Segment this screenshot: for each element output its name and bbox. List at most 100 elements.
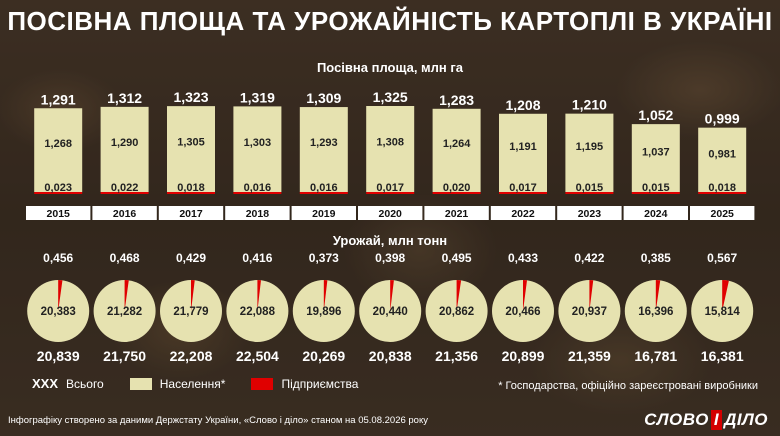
bar-enterprises-label-2019: 0,016: [310, 182, 338, 194]
bar-population-2024: [631, 124, 680, 192]
bar-enterprises-2025: [698, 192, 747, 194]
bar-population-label-2019: 1,293: [310, 137, 338, 149]
pie-enterprises-label-2023: 0,422: [574, 251, 604, 265]
pie-population-label-2019: 19,896: [306, 306, 341, 318]
pie-enterprises-2020: [390, 279, 394, 311]
pie-total-label-2023: 21,359: [568, 348, 611, 364]
bar-population-label-2017: 1,305: [177, 137, 205, 149]
bar-total-label-2020: 1,325: [373, 89, 408, 105]
bar-population-label-2023: 1,195: [576, 141, 604, 153]
bar-population-2025: [698, 127, 747, 192]
year-box-2015: [26, 206, 91, 220]
bar-enterprises-2018: [233, 192, 282, 194]
year-label-2019: 2019: [312, 208, 336, 220]
bar-enterprises-label-2025: 0,018: [708, 182, 736, 194]
pie-enterprises-label-2022: 0,433: [508, 251, 538, 265]
bar-population-2019: [299, 107, 348, 192]
logo-right: ДІЛО: [724, 410, 768, 429]
footnote: * Господарства, офіційно зареєстровані в…: [498, 380, 758, 392]
year-label-2021: 2021: [445, 208, 469, 220]
year-box-2020: [358, 206, 423, 220]
bar-enterprises-label-2023: 0,015: [576, 182, 604, 194]
year-label-2018: 2018: [246, 208, 270, 220]
bar-total-label-2018: 1,319: [240, 89, 275, 105]
year-label-2022: 2022: [511, 208, 535, 220]
year-label-2024: 2024: [644, 208, 668, 220]
bar-enterprises-label-2020: 0,017: [376, 182, 404, 194]
year-label-2020: 2020: [379, 208, 403, 220]
legend-enterprises-label: Підприємства: [281, 376, 359, 391]
year-box-2016: [92, 206, 157, 220]
bar-population-label-2021: 1,264: [443, 138, 471, 150]
pie-population-label-2020: 20,440: [373, 306, 408, 318]
bar-enterprises-label-2024: 0,015: [642, 182, 670, 194]
bar-total-label-2021: 1,283: [439, 92, 474, 108]
bar-enterprises-2020: [366, 192, 415, 194]
pie-population-2016: [93, 280, 156, 342]
bar-total-label-2016: 1,312: [107, 90, 142, 106]
pie-enterprises-2023: [589, 280, 594, 311]
year-label-2016: 2016: [113, 208, 137, 220]
bar-population-label-2020: 1,308: [376, 137, 404, 149]
bar-enterprises-label-2016: 0,022: [111, 182, 139, 194]
pie-population-label-2016: 21,282: [107, 306, 142, 318]
pie-total-label-2024: 16,781: [634, 348, 677, 364]
pie-total-label-2021: 21,356: [435, 348, 478, 364]
pie-total-label-2020: 20,838: [369, 348, 412, 364]
pie-enterprises-label-2024: 0,385: [641, 251, 671, 265]
pie-enterprises-2016: [124, 280, 129, 311]
source-note: Інфографіку створено за даними Держстату…: [8, 415, 428, 426]
bar-enterprises-2023: [565, 192, 614, 194]
year-label-2015: 2015: [47, 208, 71, 220]
bar-enterprises-2015: [34, 192, 83, 194]
bar-population-label-2025: 0,981: [708, 149, 736, 161]
bar-population-2016: [100, 106, 149, 192]
pie-population-label-2021: 20,862: [439, 306, 474, 318]
bar-total-label-2022: 1,208: [505, 97, 540, 113]
pie-total-label-2025: 16,381: [701, 348, 744, 364]
bar-enterprises-2022: [499, 192, 547, 194]
legend-enterprises-swatch: [251, 377, 274, 390]
year-box-2021: [424, 206, 489, 220]
pie-total-label-2018: 22,504: [236, 348, 279, 364]
pie-population-label-2015: 20,383: [41, 306, 76, 318]
bar-population-2017: [167, 106, 215, 192]
pie-total-label-2015: 20,839: [37, 348, 80, 364]
year-box-2018: [225, 206, 290, 220]
pie-enterprises-2019: [323, 280, 328, 311]
bar-enterprises-label-2018: 0,016: [244, 182, 272, 194]
pie-enterprises-2021: [456, 280, 462, 311]
pie-total-label-2019: 20,269: [302, 348, 345, 364]
year-box-2025: [690, 206, 755, 220]
pie-enterprises-label-2025: 0,567: [707, 251, 737, 265]
bar-enterprises-2024: [631, 192, 680, 194]
area-chart-title: Посівна площа, млн га: [316, 60, 464, 75]
bar-population-2021: [432, 108, 481, 192]
bar-enterprises-label-2021: 0,020: [443, 182, 471, 194]
pie-total-label-2017: 22,208: [170, 348, 213, 364]
pie-enterprises-2015: [58, 280, 63, 311]
bar-total-label-2025: 0,999: [705, 111, 740, 127]
bar-population-2020: [366, 106, 415, 192]
pie-enterprises-label-2015: 0,456: [43, 251, 73, 265]
year-label-2025: 2025: [711, 208, 735, 220]
pie-enterprises-label-2019: 0,373: [309, 251, 339, 265]
bar-enterprises-label-2022: 0,017: [509, 182, 537, 194]
pie-population-label-2025: 15,814: [705, 306, 741, 318]
pie-enterprises-label-2021: 0,495: [442, 251, 472, 265]
pie-population-label-2023: 20,937: [572, 306, 607, 318]
bar-population-2023: [565, 113, 614, 192]
pie-enterprises-2018: [257, 280, 261, 311]
logo-separator: І: [710, 410, 723, 430]
bar-enterprises-label-2015: 0,023: [44, 182, 72, 194]
pie-enterprises-2017: [191, 280, 195, 311]
year-box-2017: [158, 206, 224, 220]
pie-enterprises-2022: [523, 280, 528, 311]
bar-population-2022: [499, 113, 547, 192]
pie-population-label-2017: 21,779: [173, 306, 208, 318]
legend-total-marker: XXX: [32, 376, 59, 391]
bar-total-label-2017: 1,323: [173, 89, 208, 105]
legend-population-label: Населення*: [159, 376, 226, 391]
